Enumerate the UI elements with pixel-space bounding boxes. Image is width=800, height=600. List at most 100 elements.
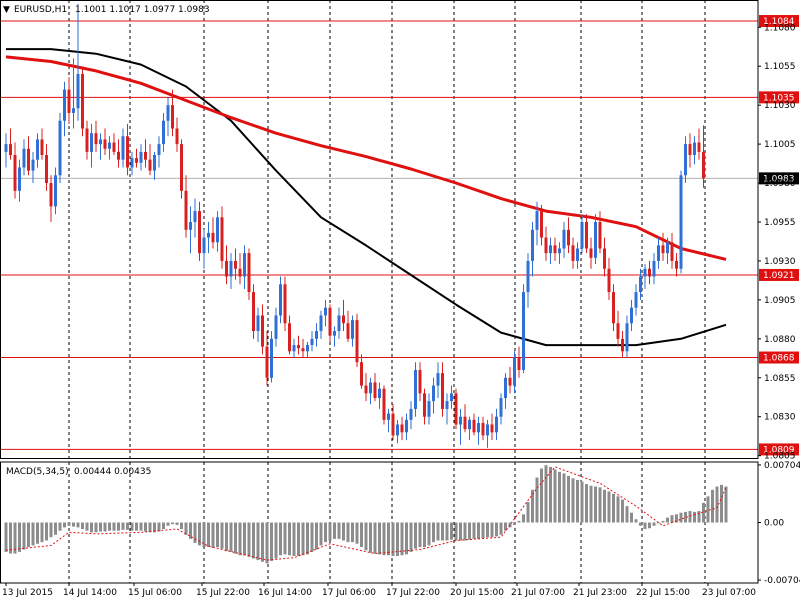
macd-bar-110 — [499, 522, 503, 535]
candle-body-98 — [445, 401, 449, 409]
candle-body-77 — [351, 320, 354, 339]
candle-body-10 — [49, 183, 53, 207]
candle-body-125 — [567, 229, 570, 246]
candle-body-97 — [441, 373, 444, 409]
macd-bar-65 — [297, 522, 300, 557]
level-tag-label-3: 1.0868 — [763, 354, 795, 364]
macd-bar-62 — [283, 522, 287, 555]
candle-body-143 — [648, 268, 651, 277]
candle-body-62 — [283, 284, 287, 324]
macd-header: MACD(5,34,5) 0.00444 0.00435 — [6, 467, 151, 477]
candle-body-144 — [652, 260, 656, 277]
candle-body-102 — [463, 416, 467, 430]
candle-body-108 — [490, 424, 494, 433]
candle-body-11 — [54, 175, 57, 207]
candle-body-147 — [666, 242, 669, 254]
time-label-9: 21 Jul 23:00 — [573, 588, 627, 598]
candle-body-73 — [333, 331, 336, 336]
price-tick-label-7: 1.0905 — [764, 296, 796, 306]
macd-bar-8 — [40, 522, 44, 543]
macd-bar-38 — [175, 522, 179, 525]
candle-body-0 — [4, 144, 8, 152]
price-tick-label-2: 1.1030 — [764, 101, 796, 111]
candle-body-106 — [481, 422, 485, 436]
moving-averages — [5, 48, 727, 347]
macd-bar-125 — [567, 475, 570, 523]
candle-body-67 — [306, 345, 309, 352]
candle-body-96 — [436, 373, 440, 386]
candle-body-50 — [229, 260, 233, 277]
macd-bar-99 — [450, 522, 453, 540]
macd-bar-114 — [517, 520, 521, 523]
level-tag-3 — [759, 351, 799, 364]
macd-bar-122 — [553, 469, 557, 523]
macd-bar-32 — [148, 522, 152, 533]
macd-bar-23 — [108, 522, 111, 531]
macd-bar-48 — [220, 522, 224, 549]
macd-bar-136 — [616, 496, 620, 523]
candle-body-58 — [265, 346, 269, 378]
candle-body-33 — [153, 155, 156, 171]
candle-body-118 — [535, 211, 539, 230]
candle-body-120 — [544, 237, 548, 254]
candle-body-25 — [117, 151, 120, 160]
candle-body-155 — [702, 151, 705, 179]
macd-bar-126 — [571, 478, 575, 523]
candle-body-27 — [126, 136, 129, 168]
symbol-label: EURUSD,H1 — [14, 5, 67, 15]
candle-body-149 — [675, 260, 678, 269]
macd-tick-label-2: -0.00704 — [764, 576, 800, 586]
macd-bar-34 — [157, 522, 161, 532]
macd-bar-30 — [139, 522, 143, 531]
candle-body-34 — [157, 144, 161, 156]
candle-body-130 — [589, 248, 593, 258]
candle-body-140 — [634, 292, 638, 308]
macd-bar-39 — [180, 522, 183, 530]
candle-body-119 — [540, 211, 543, 238]
macd-bar-75 — [342, 522, 345, 541]
candle-body-153 — [693, 142, 696, 156]
macd-bar-135 — [612, 493, 615, 523]
candle-body-127 — [576, 248, 579, 261]
price-tick-label-4: 1.0980 — [764, 179, 796, 189]
price-tick-label-11: 1.0805 — [764, 452, 796, 462]
macd-bar-57 — [261, 522, 264, 562]
macd-bar-69 — [315, 522, 318, 550]
macd-bar-106 — [481, 522, 485, 539]
macd-label: MACD(5,34,5) — [6, 467, 69, 477]
macd-bar-105 — [477, 522, 480, 539]
macd-bar-140 — [634, 519, 638, 523]
macd-bar-90 — [409, 522, 413, 552]
candle-body-35 — [162, 120, 165, 145]
collapse-triangle-icon[interactable]: ▼ — [3, 5, 10, 15]
macd-bar-107 — [486, 522, 489, 538]
macd-bar-139 — [630, 512, 633, 523]
macd-bar-0 — [4, 522, 8, 552]
time-label-7: 20 Jul 15:00 — [450, 588, 504, 598]
macd-bar-33 — [153, 522, 156, 533]
candle-body-29 — [135, 158, 138, 163]
macd-bar-77 — [351, 522, 354, 543]
macd-bar-113 — [513, 522, 516, 525]
candle-body-57 — [261, 315, 264, 347]
candle-body-49 — [225, 260, 228, 277]
macd-bar-14 — [67, 522, 71, 526]
candle-body-48 — [220, 217, 224, 261]
candle-body-72 — [328, 307, 332, 336]
macd-bar-60 — [274, 522, 278, 559]
candle-body-63 — [288, 323, 291, 352]
macd-bar-37 — [171, 522, 174, 525]
time-label-0: 13 Jul 2015 — [2, 588, 53, 598]
macd-bar-89 — [405, 522, 408, 555]
macd-bar-85 — [387, 522, 390, 556]
macd-bar-93 — [423, 522, 426, 548]
candle-body-65 — [297, 345, 300, 349]
candle-body-45 — [207, 232, 210, 238]
macd-bar-9 — [45, 522, 48, 541]
candle-body-111 — [504, 377, 507, 399]
macd-bar-104 — [472, 522, 476, 539]
macd-bar-160 — [724, 486, 728, 523]
candle-body-134 — [607, 268, 611, 293]
macd-bar-24 — [112, 522, 116, 531]
